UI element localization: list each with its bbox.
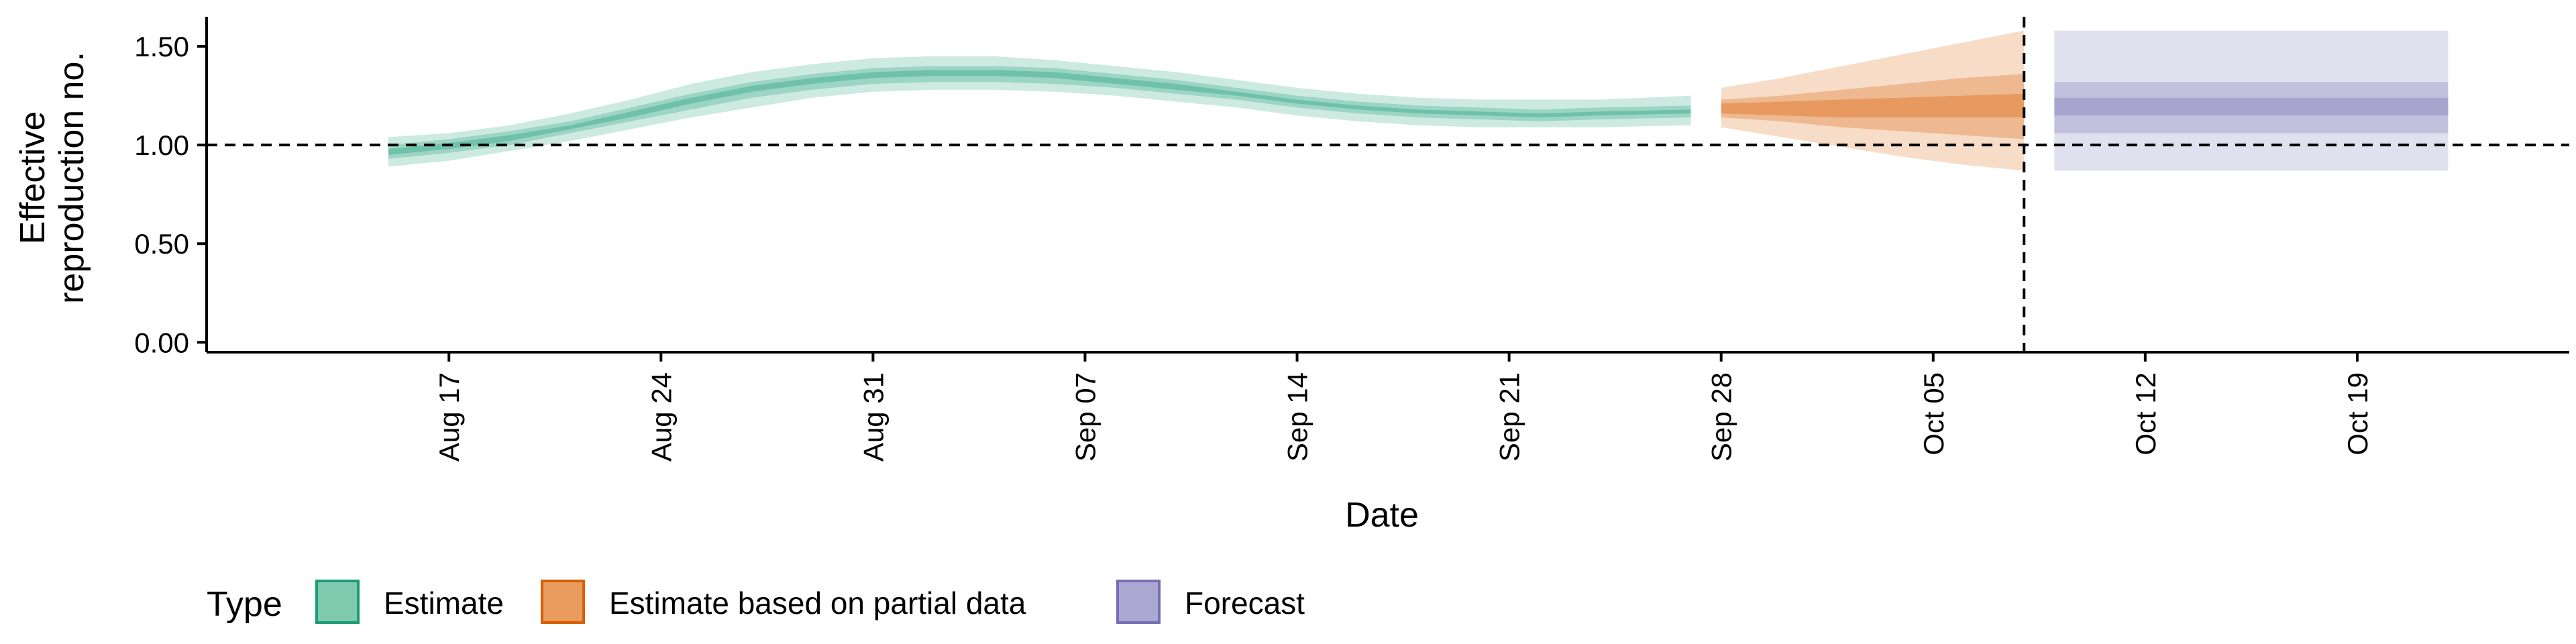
x-tick-label: Oct 19 [2342, 372, 2373, 455]
legend-entry: Forecast [1116, 580, 1305, 624]
y-tick-label: 1.50 [134, 31, 189, 62]
x-tick-label: Aug 31 [857, 372, 889, 462]
series-2 [2054, 30, 2449, 171]
ribbon-90-series-2 [2054, 30, 2449, 171]
x-axis-title: Date [1345, 496, 1419, 535]
x-tick-label: Oct 05 [1918, 372, 1949, 455]
legend-label: Estimate based on partial data [609, 586, 1026, 621]
ribbon-90-series-0 [388, 56, 1691, 167]
legend-label: Forecast [1185, 586, 1305, 621]
legend-key [315, 580, 360, 624]
x-tick-label: Aug 17 [433, 372, 465, 462]
y-axis-title: Effective reproduction no. [13, 52, 91, 304]
ribbon-20-series-2 [2054, 97, 2449, 116]
y-axis-title-line: reproduction no. [52, 52, 91, 304]
x-tick-label: Sep 28 [1706, 372, 1737, 462]
ribbon-90-series-1 [1721, 30, 2025, 171]
legend-label: Estimate [384, 586, 504, 621]
x-tick-label: Sep 07 [1069, 372, 1101, 462]
y-tick-label: 0.50 [134, 228, 189, 260]
legend-entry: Estimate [315, 580, 504, 624]
legend-entry: Estimate based on partial data [541, 580, 1026, 624]
x-tick-label: Sep 14 [1282, 372, 1313, 462]
ribbon-50-series-0 [388, 66, 1691, 159]
ribbon-20-series-1 [1721, 93, 2025, 117]
y-tick-label: 0.00 [134, 327, 189, 358]
x-tick-label: Sep 21 [1494, 372, 1525, 462]
y-tick-label: 1.00 [134, 129, 189, 161]
series-0 [388, 56, 1691, 167]
series-1 [1721, 30, 2025, 171]
x-tick-label: Oct 12 [2130, 372, 2161, 455]
ribbon-50-series-2 [2054, 82, 2449, 133]
x-tick-label: Aug 24 [645, 372, 677, 462]
legend-key [541, 580, 585, 624]
reference-lines [207, 17, 2569, 352]
ribbon-layer [388, 30, 2449, 171]
legend-key [1116, 580, 1161, 624]
y-axis-title-line: Effective [13, 111, 52, 244]
legend: Type Estimate Estimate based on partial da… [207, 580, 1305, 624]
legend-title: Type [207, 585, 282, 624]
ribbon-20-series-0 [388, 70, 1691, 155]
ribbon-50-series-1 [1721, 74, 2025, 140]
axes: 0.00 0.50 1.00 1.50 Aug 17 Aug 24 Aug 31 Sep 07… [134, 17, 2569, 462]
